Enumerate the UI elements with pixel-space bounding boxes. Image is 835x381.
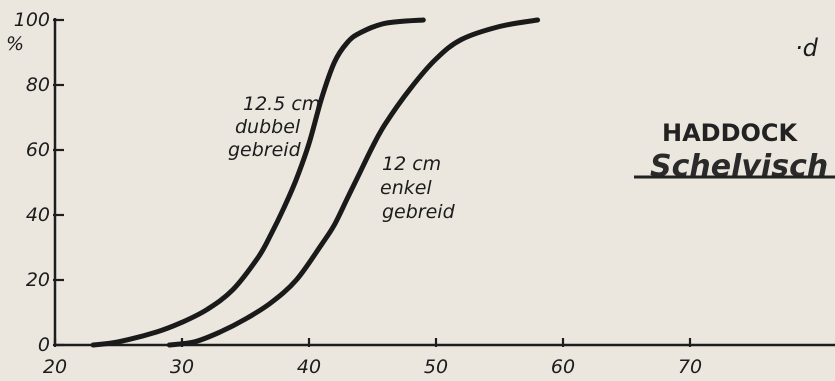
x-tick-label: 60: [551, 356, 575, 378]
series-label-2-line-1: 12 cm: [382, 153, 441, 175]
series-label-2-line-3: gebreid: [382, 201, 456, 223]
corner-mark: ·d: [795, 34, 819, 62]
y-axis-label: %: [6, 33, 24, 55]
series-lines: [90, 17, 541, 348]
y-tick-label: 100: [14, 9, 50, 31]
series-label-2-line-2: enkel: [380, 177, 432, 199]
x-tick-label: 50: [424, 356, 448, 378]
species-subtitle: Schelvisch: [650, 149, 828, 184]
series-label-1-line-3: gebreid: [228, 139, 302, 161]
series-line-1: [90, 17, 426, 348]
x-tick-label: 30: [170, 356, 194, 378]
x-tick-label: 70: [678, 356, 702, 378]
series-line-2: [166, 17, 541, 348]
y-tick-label: 40: [26, 204, 50, 226]
y-tick-label: 20: [26, 269, 50, 291]
series-label-2: 12 cm enkel gebreid: [380, 153, 456, 223]
y-tick-label: 60: [26, 139, 50, 161]
y-ticks: 0 20 40 60 80 100: [14, 9, 64, 356]
species-title: HADDOCK: [662, 119, 799, 147]
series-label-1-line-2: dubbel: [235, 116, 301, 138]
series-label-1-line-1: 12.5 cm: [243, 93, 320, 115]
y-tick-label: 80: [26, 74, 50, 96]
x-tick-label: 40: [297, 356, 321, 378]
y-tick-label: 0: [38, 334, 50, 356]
x-tick-label: 20: [43, 356, 67, 378]
series-label-1: 12.5 cm dubbel gebreid: [228, 93, 326, 161]
